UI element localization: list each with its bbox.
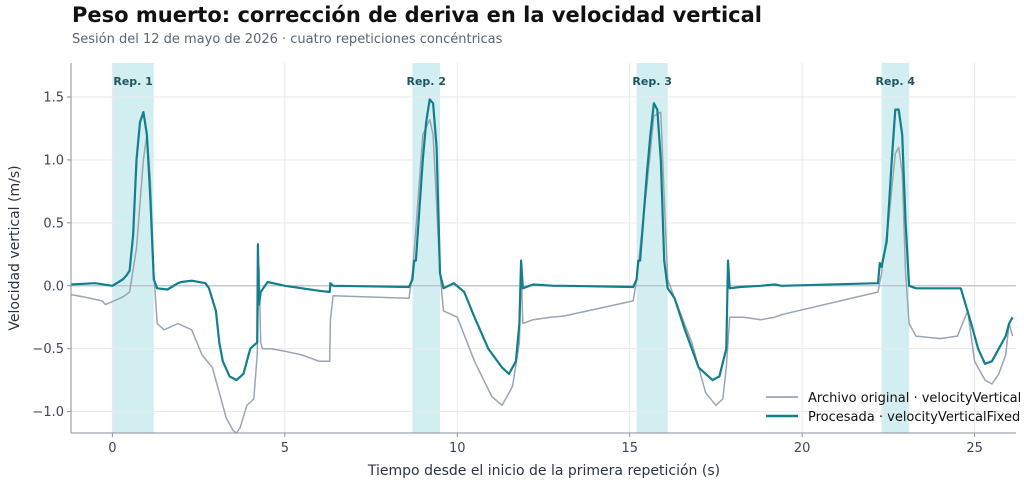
x-tick-label: 25 bbox=[966, 441, 983, 456]
rep-label-2: Rep. 2 bbox=[407, 75, 446, 88]
legend-label-raw: Archivo original · velocityVertical bbox=[808, 391, 1021, 406]
legend: Archivo original · velocityVertical Proc… bbox=[766, 391, 1021, 425]
chart-title: Peso muerto: corrección de deriva en la … bbox=[72, 3, 762, 27]
rep-label-3: Rep. 3 bbox=[632, 75, 671, 88]
chart-subtitle: Sesión del 12 de mayo de 2026 · cuatro r… bbox=[72, 32, 503, 47]
rep-label-1: Rep. 1 bbox=[113, 75, 152, 88]
y-tick-label: 1.5 bbox=[43, 90, 64, 105]
x-tick-label: 0 bbox=[108, 441, 116, 456]
rep-labels: Rep. 1 Rep. 2 Rep. 3 Rep. 4 bbox=[113, 75, 915, 88]
series-line-fixed bbox=[70, 98, 1014, 382]
y-tick-label: 1.0 bbox=[43, 153, 64, 168]
axes bbox=[70, 63, 1016, 434]
series-lines bbox=[70, 98, 1014, 434]
y-tick-label: 0.0 bbox=[43, 279, 64, 294]
y-tick-label: −1.0 bbox=[32, 405, 64, 420]
x-tick-label: 10 bbox=[449, 441, 466, 456]
series-line-raw bbox=[70, 111, 1014, 434]
y-tick-label: −0.5 bbox=[32, 342, 64, 357]
rep-label-4: Rep. 4 bbox=[876, 75, 916, 88]
grid bbox=[71, 63, 1016, 433]
x-tick-label: 15 bbox=[621, 441, 638, 456]
tick-labels: 0 5 10 15 20 25 −1.0 −0.5 0.0 0.5 1.0 1.5 bbox=[32, 90, 982, 456]
x-axis-label: Tiempo desde el inicio de la primera rep… bbox=[367, 463, 720, 479]
y-tick-label: 0.5 bbox=[43, 216, 64, 231]
rep-band-1 bbox=[112, 63, 154, 433]
x-tick-label: 20 bbox=[794, 441, 811, 456]
legend-label-fixed: Procesada · velocityVerticalFixed bbox=[808, 410, 1020, 425]
x-tick-label: 5 bbox=[281, 441, 289, 456]
y-axis-label: Velocidad vertical (m/s) bbox=[7, 165, 23, 330]
